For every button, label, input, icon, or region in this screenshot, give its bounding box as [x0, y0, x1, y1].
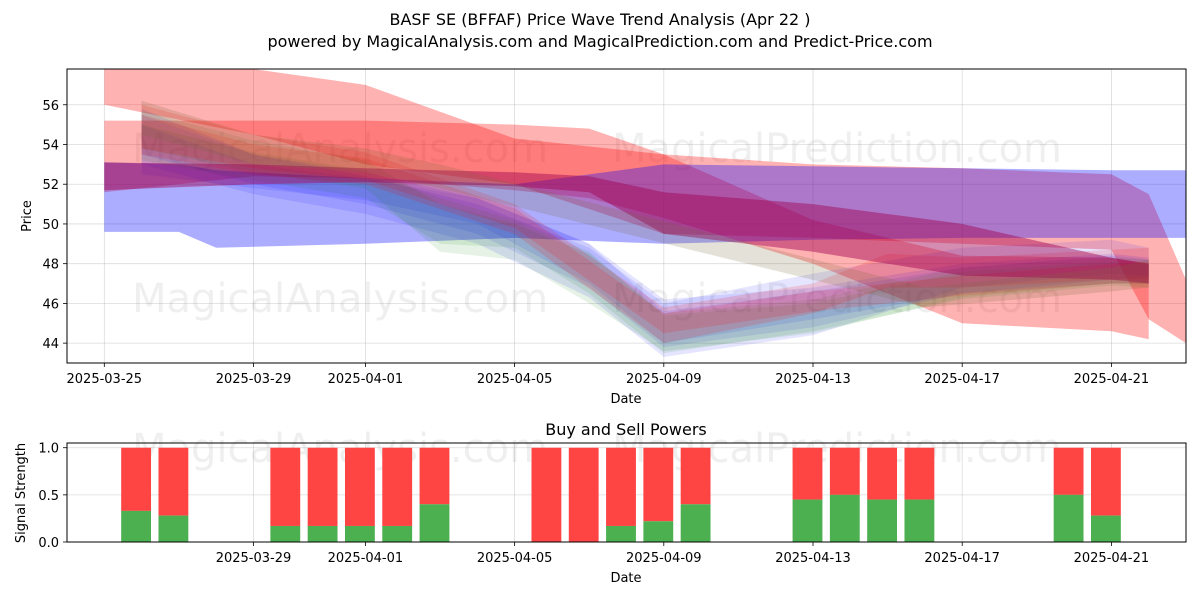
price-y-tick-label: 52	[42, 178, 59, 193]
sell-power-bar	[270, 447, 301, 526]
price-band-3	[104, 162, 1186, 248]
price-y-ticks: 44 46 48 50 52 54 56	[42, 99, 67, 352]
price-band-10	[141, 114, 1149, 334]
price-band-9	[141, 104, 1149, 344]
watermark-text: MagicalAnalysis.com	[132, 126, 548, 172]
buy-power-bar	[270, 525, 301, 542]
signal-title: Buy and Sell Powers	[545, 420, 707, 439]
price-band-6	[141, 124, 1149, 344]
sell-power-bar	[121, 447, 152, 511]
signal-x-tick-label: 2025-04-17	[924, 551, 1000, 566]
signal-panel: Buy and Sell Powers MagicalAnalysis.comM…	[14, 420, 1187, 586]
price-x-tick-label: 2025-04-21	[1074, 372, 1150, 387]
watermark-text: MagicalPrediction.com	[612, 276, 1062, 322]
signal-x-axis-label: Date	[610, 571, 641, 586]
price-x-ticks: 2025-03-25 2025-03-29 2025-04-01 2025-04-05…	[67, 363, 1150, 387]
signal-bars	[121, 447, 1121, 542]
price-x-tick-label: 2025-04-17	[924, 372, 1000, 387]
buy-power-bar	[829, 494, 860, 542]
signal-axes-frame	[66, 442, 1187, 543]
price-x-tick-label: 2025-04-01	[328, 372, 404, 387]
buy-power-bar	[344, 525, 375, 542]
sell-power-bar	[568, 447, 599, 542]
buy-power-bar	[382, 525, 413, 542]
price-y-tick-label: 46	[42, 297, 59, 312]
signal-x-tick-label: 2025-04-01	[328, 551, 404, 566]
buy-power-bar	[307, 525, 338, 542]
signal-y-tick-label: 1.0	[38, 442, 59, 457]
sell-power-bar	[867, 447, 898, 500]
price-band-2	[104, 120, 1149, 340]
buy-power-bar	[643, 521, 674, 542]
price-grid	[67, 69, 1186, 363]
price-y-tick-label: 44	[42, 337, 59, 352]
price-band-8	[141, 124, 1149, 354]
price-band-1	[104, 69, 1186, 344]
signal-x-tick-label: 2025-04-05	[477, 551, 553, 566]
signal-y-tick-label: 0.0	[38, 536, 59, 551]
price-watermarks: MagicalAnalysis.com MagicalPrediction.com…	[132, 126, 1062, 322]
price-band-5	[141, 114, 1149, 348]
signal-x-ticks: 2025-03-29 2025-04-01 2025-04-05 2025-04-09…	[216, 542, 1149, 566]
signal-y-axis-label: Signal Strength	[14, 443, 29, 543]
chart-subtitle: powered by MagicalAnalysis.com and Magic…	[267, 32, 932, 51]
price-y-tick-label: 50	[42, 218, 59, 233]
price-bands	[104, 69, 1186, 357]
sell-power-bar	[904, 447, 935, 500]
sell-power-bar	[344, 447, 375, 526]
price-y-tick-label: 48	[42, 258, 59, 273]
sell-power-bar	[1053, 447, 1084, 495]
price-axes-frame	[66, 68, 1187, 364]
signal-y-ticks: 0.0 0.5 1.0	[38, 442, 67, 551]
price-x-tick-label: 2025-04-05	[477, 372, 553, 387]
signal-x-tick-label: 2025-04-09	[626, 551, 702, 566]
price-band-12	[141, 100, 1149, 308]
buy-power-bar	[867, 499, 898, 542]
buy-power-bar	[158, 515, 189, 542]
price-band-11	[104, 162, 1149, 284]
price-y-tick-label: 56	[42, 99, 59, 114]
sell-power-bar	[419, 447, 450, 505]
signal-x-tick-label: 2025-03-29	[216, 551, 292, 566]
buy-power-bar	[419, 504, 450, 542]
signal-x-tick-label: 2025-04-13	[775, 551, 851, 566]
sell-power-bar	[606, 447, 636, 526]
watermark-text: MagicalPrediction.com	[612, 126, 1062, 172]
price-panel: MagicalAnalysis.com MagicalPrediction.com…	[20, 68, 1187, 407]
price-x-axis-label: Date	[610, 392, 641, 407]
buy-power-bar	[680, 504, 711, 542]
signal-x-tick-label: 2025-04-21	[1074, 551, 1150, 566]
sell-power-bar	[643, 447, 674, 522]
sell-power-bar	[531, 447, 562, 542]
buy-power-bar	[904, 499, 935, 542]
watermark-text: MagicalAnalysis.com	[132, 276, 548, 322]
price-x-tick-label: 2025-04-09	[626, 372, 702, 387]
buy-power-bar	[1053, 494, 1084, 542]
price-band-4	[141, 108, 1149, 357]
price-y-axis-label: Price	[20, 200, 35, 232]
signal-y-tick-label: 0.5	[38, 489, 59, 504]
sell-power-bar	[158, 447, 189, 516]
buy-power-bar	[792, 499, 823, 542]
sell-power-bar	[680, 447, 711, 505]
sell-power-bar	[829, 447, 860, 495]
buy-power-bar	[606, 525, 636, 542]
price-y-tick-label: 54	[42, 138, 59, 153]
price-x-tick-label: 2025-03-25	[67, 372, 143, 387]
watermark-text: MagicalAnalysis.com	[132, 426, 548, 472]
price-x-tick-label: 2025-03-29	[216, 372, 292, 387]
chart-title: BASF SE (BFFAF) Price Wave Trend Analysi…	[389, 10, 810, 29]
price-x-tick-label: 2025-04-13	[775, 372, 851, 387]
price-band-7	[141, 110, 1149, 352]
sell-power-bar	[792, 447, 823, 500]
buy-power-bar	[121, 510, 152, 542]
sell-power-bar	[307, 447, 338, 526]
sell-power-bar	[1090, 447, 1121, 516]
sell-power-bar	[382, 447, 413, 526]
buy-power-bar	[1090, 515, 1121, 542]
